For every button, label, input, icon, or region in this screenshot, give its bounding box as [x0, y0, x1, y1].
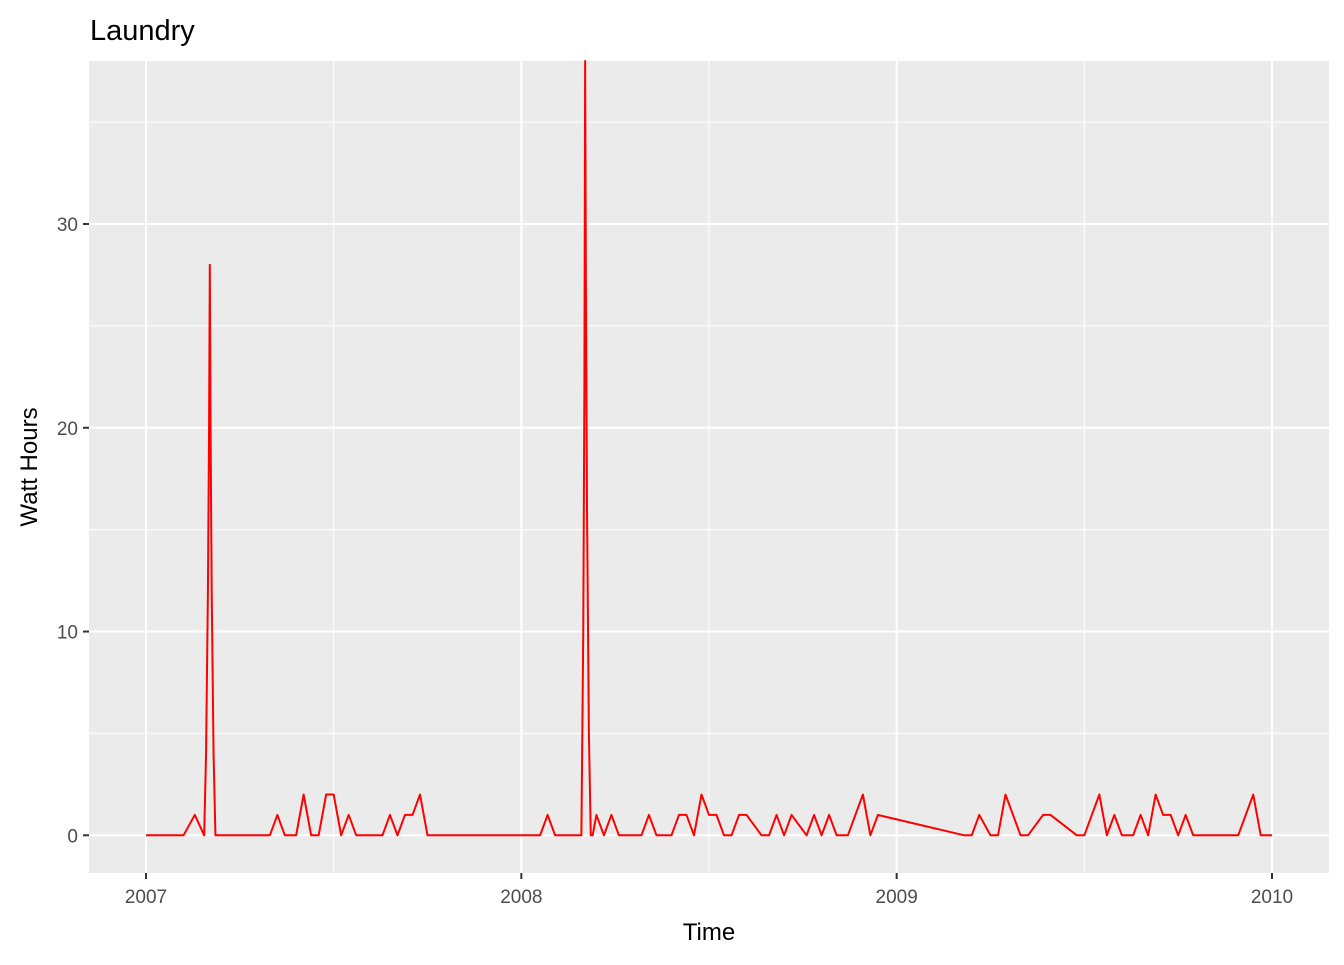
- y-axis-label: Watt Hours: [16, 407, 43, 526]
- series-layer: [146, 60, 1272, 837]
- x-tick-label: 2007: [125, 887, 167, 908]
- x-tick-label: 2009: [876, 887, 918, 908]
- x-axis-label: Time: [683, 919, 735, 946]
- series-line: [146, 60, 1272, 837]
- y-tick-label: 10: [57, 623, 78, 644]
- chart-title: Laundry: [90, 15, 195, 47]
- y-tick-label: 0: [67, 826, 78, 847]
- y-tick-label: 20: [57, 419, 78, 440]
- y-tick-label: 30: [57, 215, 78, 236]
- x-axis: 2007 2008 2009 2010: [125, 873, 1293, 908]
- x-tick-label: 2010: [1251, 887, 1293, 908]
- minor-grid: [89, 61, 1329, 873]
- x-tick-label: 2008: [500, 887, 542, 908]
- y-axis: 0 10 20 30: [57, 215, 89, 847]
